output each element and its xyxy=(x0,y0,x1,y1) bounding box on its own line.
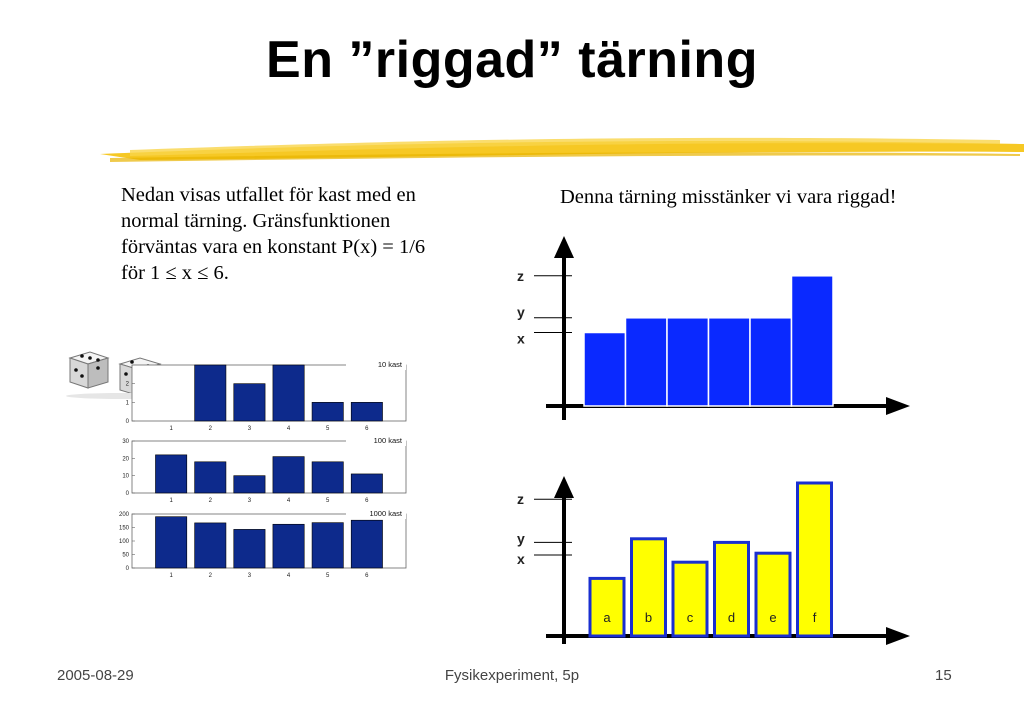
bar xyxy=(350,402,383,422)
x-tick-label: 2 xyxy=(209,426,213,432)
bar xyxy=(155,454,188,494)
bar xyxy=(233,529,266,569)
bar xyxy=(713,540,750,638)
y-axis-arrowhead xyxy=(554,476,574,498)
bar-label: b xyxy=(645,610,652,625)
y-tick-label: x xyxy=(517,331,525,347)
bar xyxy=(796,481,833,638)
y-tick-label: y xyxy=(517,530,525,546)
bar xyxy=(666,317,710,407)
y-tick-label: 0 xyxy=(126,491,130,497)
bar xyxy=(311,461,344,494)
bar xyxy=(233,475,266,494)
histogram-title: 10 kast xyxy=(378,360,403,369)
x-tick-label: 6 xyxy=(365,426,369,432)
bar xyxy=(311,522,344,569)
bar xyxy=(624,317,668,407)
bar-label: c xyxy=(687,610,694,625)
x-tick-label: 3 xyxy=(248,426,252,432)
y-tick-label: 1 xyxy=(126,400,130,406)
x-tick-label: 1 xyxy=(169,426,173,432)
y-tick-label: 0 xyxy=(126,566,130,572)
histogram-panel: 1 2 3 4 5 6 0 1 2 10 kast xyxy=(126,358,407,432)
bar xyxy=(350,519,383,569)
x-tick-label: 4 xyxy=(287,573,291,579)
footer-course: Fysikexperiment, 5p xyxy=(444,667,580,684)
y-tick-label: 50 xyxy=(122,553,129,559)
x-axis-arrowhead xyxy=(886,397,910,415)
legend-box xyxy=(346,358,406,370)
bar xyxy=(194,461,227,494)
x-tick-label: 6 xyxy=(365,498,369,504)
bar-label: f xyxy=(813,610,817,625)
bar xyxy=(707,317,751,407)
legend-box xyxy=(346,507,406,519)
bar xyxy=(588,576,626,638)
bar xyxy=(583,331,627,407)
x-tick-label: 3 xyxy=(248,498,252,504)
bar xyxy=(350,473,383,494)
x-tick-label: 1 xyxy=(169,573,173,579)
histogram-title: 100 kast xyxy=(374,436,403,445)
histogram-panel: 1 2 3 4 5 6 0 50 100 150 200 1000 kast xyxy=(119,507,407,579)
yellow-swoosh-divider xyxy=(100,137,1024,162)
y-tick-label: 0 xyxy=(126,419,130,425)
uniform-vs-rigged-blue-chart: z yx xyxy=(517,236,910,420)
slide-title: En ”riggad” tärning xyxy=(266,31,758,89)
y-tick-label: 10 xyxy=(122,474,129,480)
x-tick-label: 3 xyxy=(248,573,252,579)
right-heading: Denna tärning misstänker vi vara riggad! xyxy=(560,186,897,208)
x-tick-label: 4 xyxy=(287,426,291,432)
x-tick-label: 5 xyxy=(326,498,330,504)
y-tick-label: x xyxy=(517,551,525,567)
bar xyxy=(233,383,266,422)
bar xyxy=(272,364,305,422)
histogram-title: 1000 kast xyxy=(369,509,402,518)
x-tick-label: 5 xyxy=(326,573,330,579)
footer-page-number: 15 xyxy=(935,667,952,684)
bar-label: d xyxy=(728,610,735,625)
bar xyxy=(749,317,793,407)
bar xyxy=(630,537,667,638)
bar xyxy=(754,551,792,638)
y-tick-label: 150 xyxy=(119,526,130,532)
bar-label: e xyxy=(769,610,776,625)
y-tick-label: z xyxy=(517,491,524,507)
x-tick-label: 2 xyxy=(209,573,213,579)
y-tick-label: 20 xyxy=(122,456,129,462)
bar xyxy=(790,275,834,407)
x-tick-label: 6 xyxy=(365,573,369,579)
y-tick-label: 2 xyxy=(126,382,130,388)
x-tick-label: 4 xyxy=(287,498,291,504)
x-tick-label: 1 xyxy=(169,498,173,504)
histogram-panel: 1 2 3 4 5 6 0 10 20 30 100 kast xyxy=(122,434,407,504)
y-tick-label: 100 xyxy=(119,539,130,545)
bar xyxy=(194,364,227,422)
y-axis-arrowhead xyxy=(554,236,574,258)
bar xyxy=(311,402,344,422)
y-tick-label: y xyxy=(517,304,525,320)
left-description: Nedan visas utfallet för kast med en nor… xyxy=(121,184,426,284)
y-tick-label: z xyxy=(517,268,524,284)
rigged-die-yellow-chart: z yx a b c d e f xyxy=(517,476,910,645)
bar xyxy=(272,523,305,569)
bar xyxy=(671,560,709,638)
x-tick-label: 2 xyxy=(209,498,213,504)
bar xyxy=(155,516,188,569)
footer-date: 2005-08-29 xyxy=(57,667,134,684)
x-tick-label: 5 xyxy=(326,426,330,432)
bar xyxy=(194,522,227,569)
y-tick-label: 30 xyxy=(122,439,129,445)
bar xyxy=(272,456,305,494)
bar-label: a xyxy=(603,610,611,625)
x-axis-arrowhead xyxy=(886,627,910,645)
legend-box xyxy=(346,434,406,446)
y-tick-label: 200 xyxy=(119,512,130,518)
